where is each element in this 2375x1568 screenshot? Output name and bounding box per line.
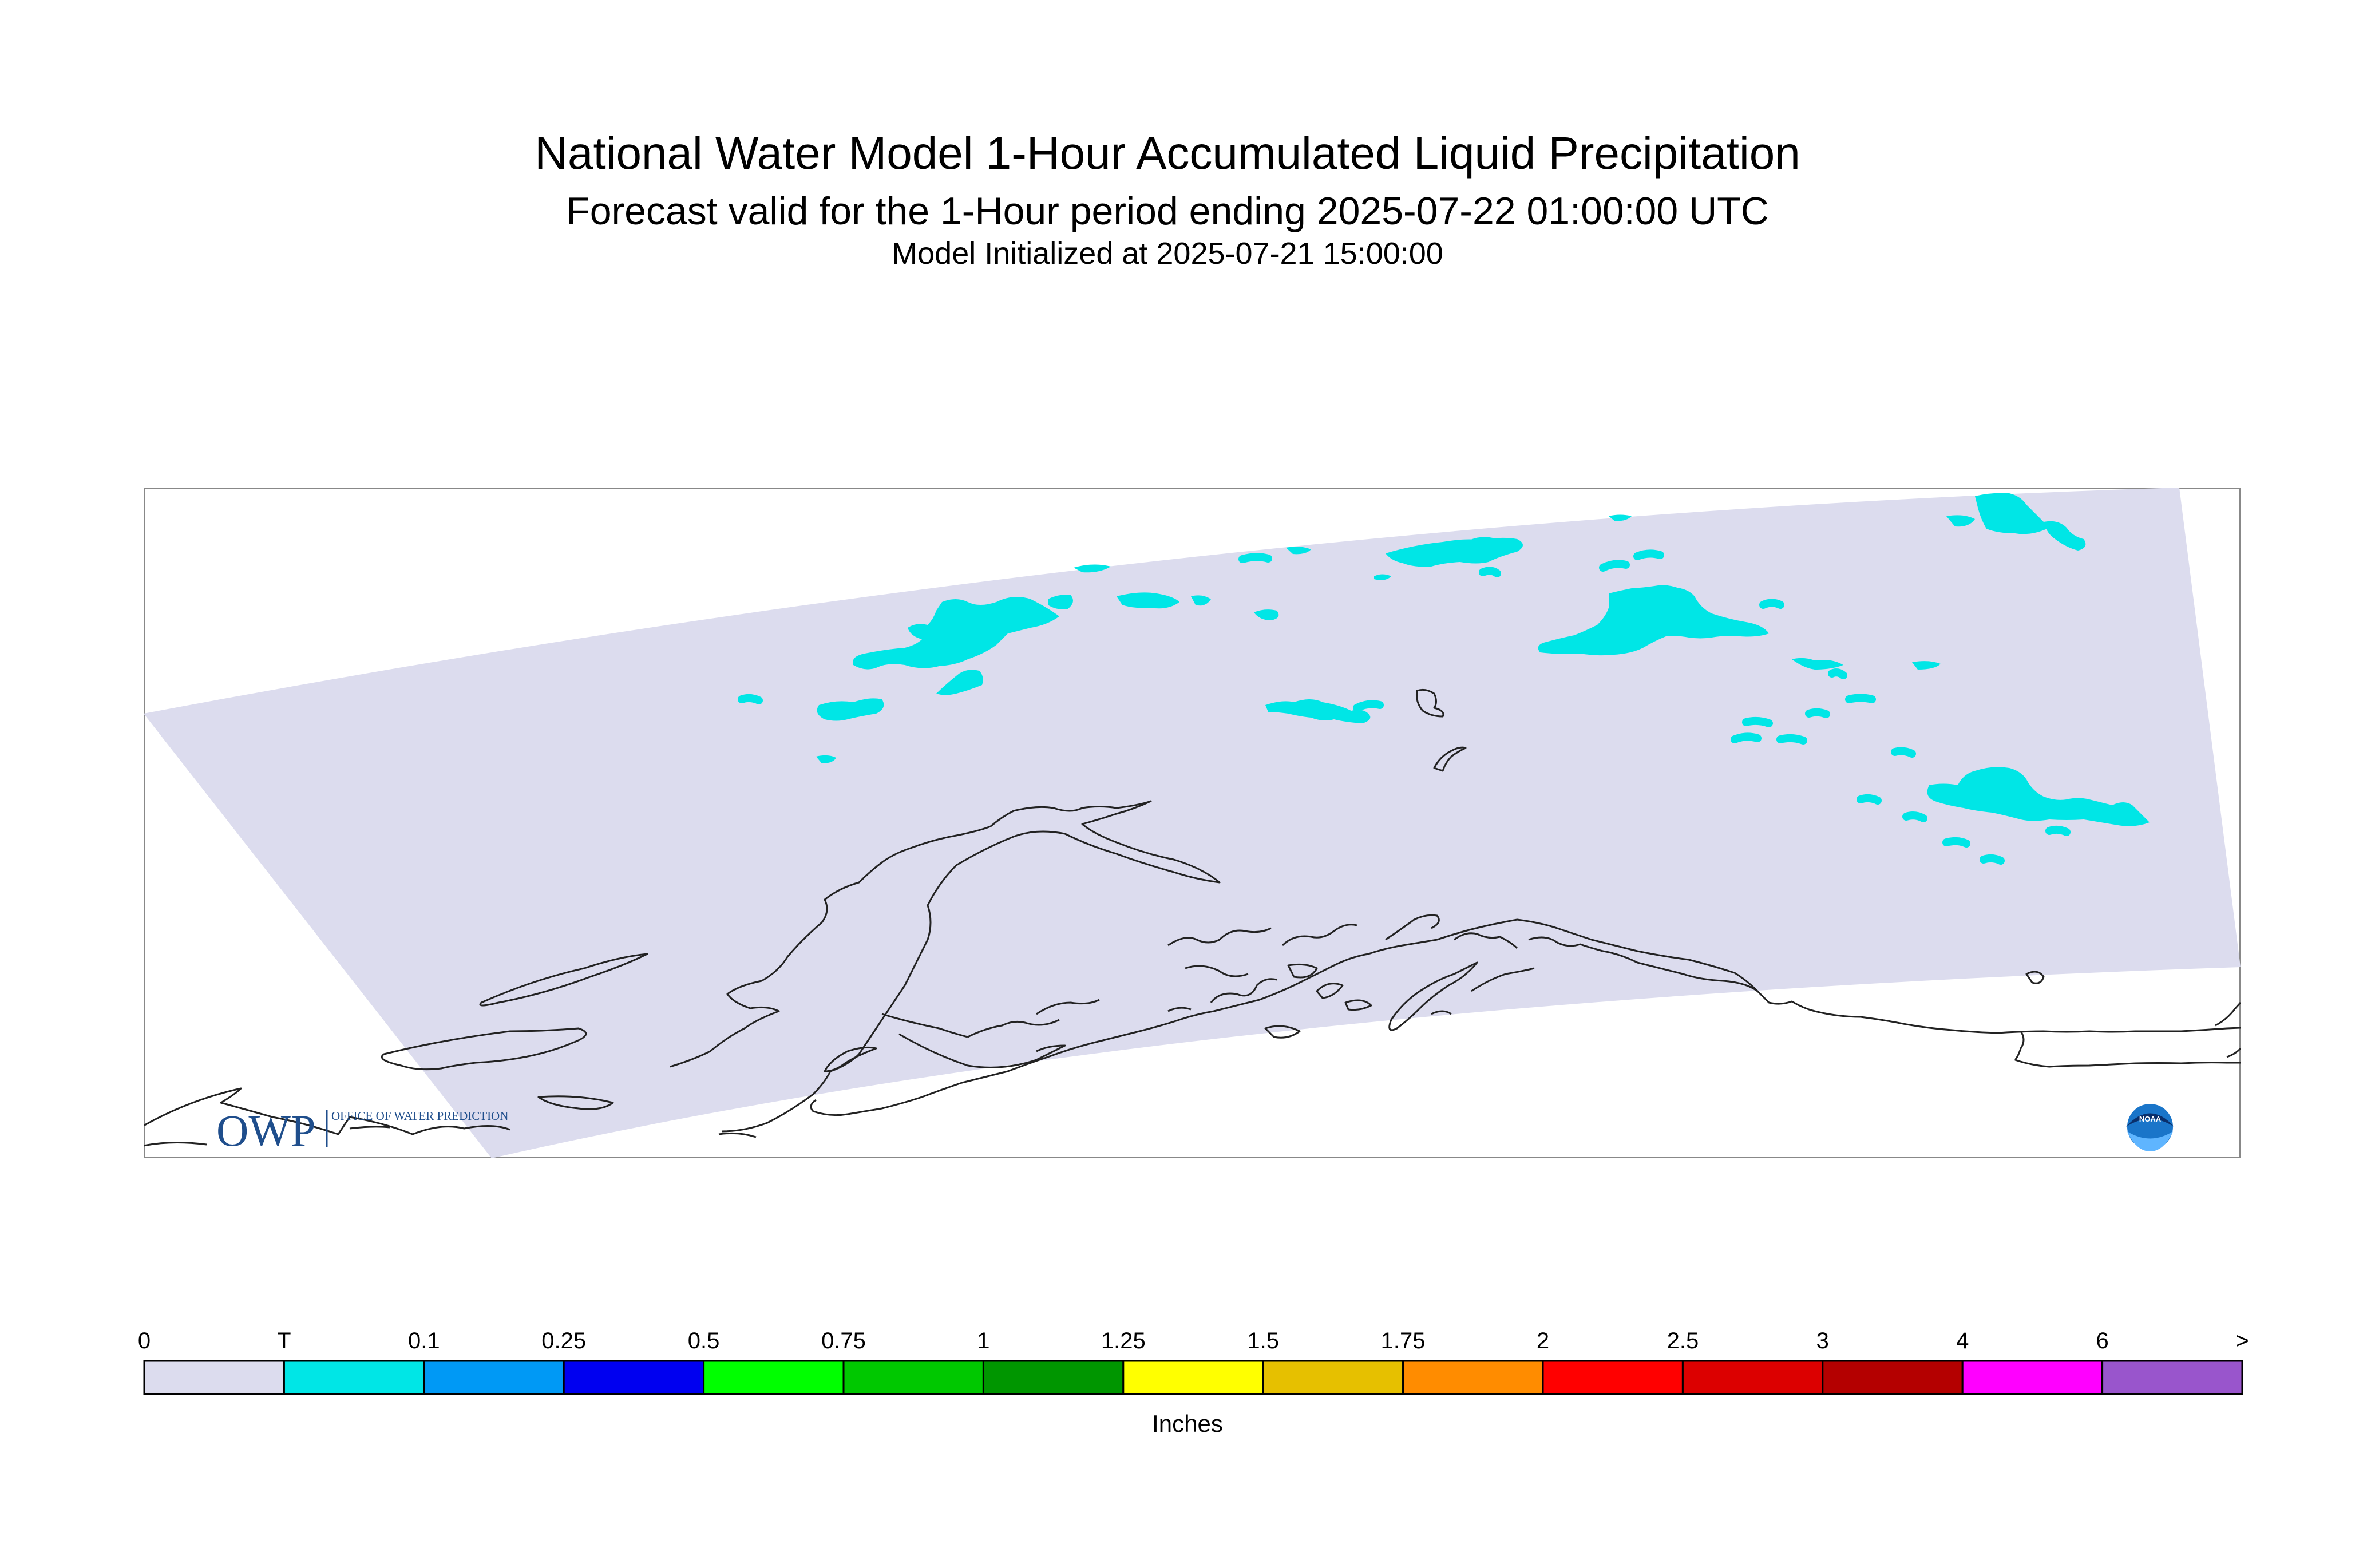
coastline (144, 688, 2241, 1147)
legend-swatch (563, 1360, 705, 1395)
legend-tick-label: 2 (1537, 1328, 1549, 1353)
noaa-logo-icon: NOAA (2125, 1102, 2175, 1152)
legend-swatch (2101, 1360, 2243, 1395)
legend-swatch (1542, 1360, 1684, 1395)
legend-tick-label: 0.5 (688, 1328, 720, 1353)
svg-text:OWP: OWP (216, 1106, 315, 1155)
svg-text:OFFICE OF WATER PREDICTION: OFFICE OF WATER PREDICTION (331, 1109, 508, 1123)
legend-tick-label: 0.75 (821, 1328, 866, 1353)
svg-text:NOAA: NOAA (2139, 1115, 2162, 1123)
legend-tick-label: 0 (138, 1328, 151, 1353)
legend-tick-label: 1 (977, 1328, 989, 1353)
legend-swatch (1122, 1360, 1264, 1395)
legend-tick-label: 0.1 (408, 1328, 440, 1353)
model-domain (144, 488, 2241, 1158)
legend-tick-label: 6 (2096, 1328, 2108, 1353)
model-init-subtitle: Model Initialized at 2025-07-21 15:00:00 (892, 236, 1443, 271)
page-title: National Water Model 1-Hour Accumulated … (535, 128, 1800, 179)
legend-units-label: Inches (1152, 1410, 1223, 1437)
legend-swatch (423, 1360, 565, 1395)
legend-tick-label: > (2235, 1328, 2249, 1353)
legend-swatch (1822, 1360, 1964, 1395)
legend-tick-label: 1.25 (1101, 1328, 1146, 1353)
legend-tick-label: T (277, 1328, 291, 1353)
forecast-valid-subtitle: Forecast valid for the 1-Hour period end… (566, 189, 1769, 233)
legend-swatch (842, 1360, 984, 1395)
legend-swatch (1402, 1360, 1544, 1395)
precipitation-map: OWP OFFICE OF WATER PREDICTION NOAA (144, 488, 2241, 1158)
owp-logo-icon: OWP OFFICE OF WATER PREDICTION (216, 1106, 508, 1155)
legend-swatch (283, 1360, 425, 1395)
legend-swatch (1961, 1360, 2104, 1395)
legend-swatch (1681, 1360, 1824, 1395)
legend-tick-label: 2.5 (1667, 1328, 1699, 1353)
legend-tick-label: 3 (1816, 1328, 1829, 1353)
legend-swatch (143, 1360, 285, 1395)
legend-tick-label: 0.25 (541, 1328, 586, 1353)
legend-swatch (1262, 1360, 1404, 1395)
legend-tick-label: 1.5 (1247, 1328, 1279, 1353)
legend-swatch (703, 1360, 845, 1395)
legend-swatch (982, 1360, 1125, 1395)
legend-tick-label: 1.75 (1381, 1328, 1426, 1353)
precip-trace-areas (738, 493, 2150, 865)
legend-tick-label: 4 (1956, 1328, 1969, 1353)
